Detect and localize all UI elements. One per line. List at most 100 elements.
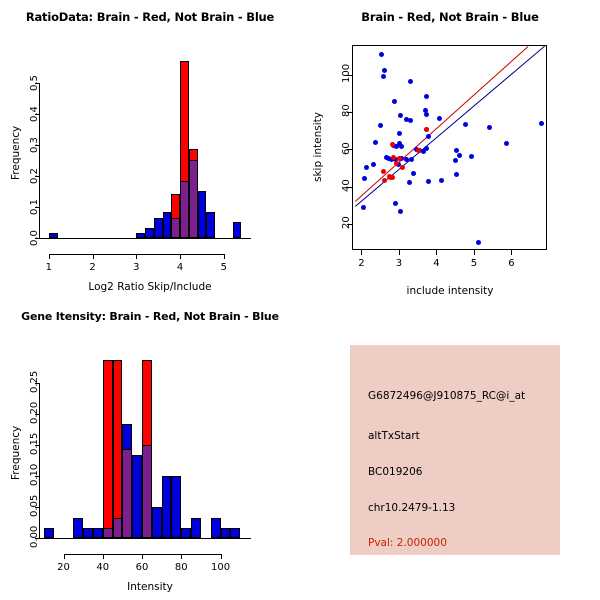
histogram-bar [220, 528, 231, 538]
scatter-y-tick-label: 40 [341, 179, 352, 193]
histogram-bar [232, 222, 242, 238]
scatter-point [361, 176, 367, 182]
scatter-point [454, 172, 460, 178]
x-axis-tick-label: 5 [220, 262, 227, 273]
scatter-point [386, 156, 392, 162]
scatter-plot: 20 40 60 80 100 2 3 4 5 6 [341, 45, 547, 269]
y-axis-tick-label: 0.5 [29, 74, 40, 91]
x-axis-tick-label: 2 [89, 262, 96, 273]
y-axis-tick [35, 238, 40, 239]
y-axis-tick [35, 175, 40, 177]
y-axis-tick-label: 0.1 [29, 198, 40, 215]
scatter-point [373, 140, 379, 146]
y-axis-tick [35, 506, 40, 508]
scatter-x-tick [511, 250, 513, 255]
x-axis-tick [180, 254, 181, 259]
event-type-text: altTxStart [368, 430, 420, 442]
scatter-point [398, 113, 404, 119]
x-axis-tick [223, 254, 225, 259]
scatter-point [381, 67, 387, 73]
scatter-x-tick-label: 4 [433, 258, 440, 269]
histogram-bar [181, 528, 192, 538]
histogram-bar [230, 528, 241, 538]
y-axis-tick-label: 0.3 [29, 136, 40, 153]
histogram-bar [92, 528, 103, 538]
x-axis-tick [220, 554, 222, 559]
scatter-y-tick [347, 149, 352, 151]
histogram-bar [102, 360, 113, 538]
pval-text: Pval: 2.000000 [368, 537, 447, 549]
scatter-point [407, 118, 413, 124]
x-axis-tick-label: 4 [176, 262, 184, 273]
scatter-y-tick-label: 80 [341, 104, 352, 118]
gene-info-panel: G6872496@J910875_RC@i_at altTxStart BC01… [300, 300, 600, 600]
scatter-point [364, 164, 370, 170]
x-axis-tick-label: 100 [211, 562, 231, 573]
scatter-x-tick [361, 250, 363, 255]
y-axis-tick-label: 0.25 [29, 370, 40, 394]
x-axis-tick-label: 40 [96, 562, 110, 573]
scatter-point [392, 200, 398, 206]
histogram-bar [191, 517, 201, 538]
scatter-point [422, 107, 428, 113]
scatter-y-tick-label: 20 [341, 216, 352, 230]
x-axis-tick [92, 254, 94, 259]
scatter-point [468, 154, 474, 160]
scatter-point [394, 160, 400, 166]
scatter-title: Brain - Red, Not Brain - Blue [361, 10, 539, 24]
y-axis-tick-label: 0.4 [29, 105, 40, 122]
scatter-point [396, 141, 402, 147]
scatter-point [392, 157, 398, 163]
scatter-x-tick [398, 250, 400, 255]
histogram-bar [112, 360, 123, 538]
scatter-point [538, 120, 544, 126]
scatter-point [377, 122, 383, 128]
histogram-bar-overlap [188, 160, 198, 238]
scatter-point [400, 164, 406, 170]
gene-histogram-title: Gene Itensity: Brain - Red, Not Brain - … [21, 310, 279, 323]
scatter-y-tick [347, 223, 352, 225]
y-axis-tick-label: 0.10 [29, 464, 40, 487]
scatter-point [424, 127, 430, 133]
scatter-point [404, 117, 410, 123]
scatter-x-tick-label: 2 [358, 258, 365, 269]
scatter-point [391, 99, 397, 105]
scatter-point [391, 155, 396, 161]
histogram-bar-overlap [171, 217, 180, 238]
scatter-y-tick [347, 186, 352, 188]
scatter-point [399, 144, 405, 150]
scatter-point [410, 171, 416, 177]
y-axis-tick-label: 0.20 [29, 401, 40, 425]
histogram-bar [48, 233, 58, 238]
scatter-point [436, 116, 442, 122]
scatter-point [383, 155, 389, 161]
scatter-y-tick [347, 74, 352, 76]
histogram-bar [171, 475, 182, 538]
x-axis-tick-label: 1 [45, 262, 52, 273]
histogram-bar-overlap [142, 444, 152, 538]
y-axis-line [39, 82, 40, 238]
scatter-y-tick-label: 60 [341, 142, 352, 155]
scatter-point [439, 177, 445, 183]
histogram-bar [161, 475, 172, 538]
histogram-bar-overlap [180, 180, 189, 238]
x-axis-tick-label: 3 [133, 262, 140, 273]
x-axis-tick [48, 254, 50, 259]
y-axis-tick [35, 444, 40, 446]
x-axis-tick [142, 554, 144, 559]
scatter-point [452, 158, 458, 164]
histogram-bar [83, 528, 93, 538]
scatter-point [424, 93, 430, 99]
gene-histogram-panel: Gene Itensity: Brain - Red, Not Brain - … [0, 300, 300, 600]
y-axis-tick [35, 538, 40, 539]
scatter-y-tick-label: 100 [341, 63, 352, 83]
histogram-bar [153, 217, 163, 238]
scatter-point [463, 121, 468, 127]
y-axis-tick [35, 413, 40, 415]
histogram-bar [206, 211, 215, 238]
y-axis-tick [35, 113, 40, 115]
scatter-point [486, 124, 492, 130]
scatter-point [504, 140, 510, 146]
accession-text: BC019206 [368, 466, 423, 478]
scatter-point [397, 156, 403, 162]
